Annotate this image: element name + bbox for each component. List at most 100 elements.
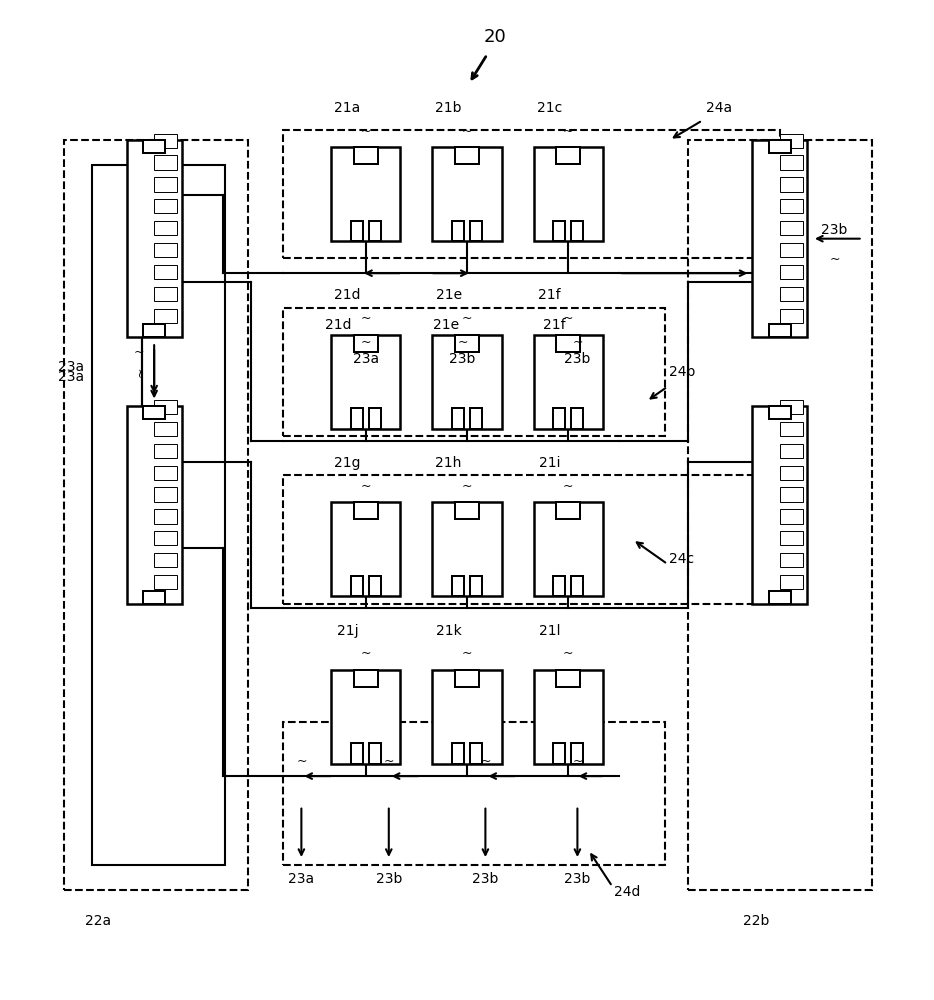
Text: ~: ~ [461, 647, 473, 660]
Bar [154, 309, 177, 323]
Text: 21f: 21f [539, 288, 561, 302]
Bar [332, 147, 401, 241]
Text: 21f: 21f [543, 318, 566, 332]
Bar [154, 487, 177, 502]
Bar [154, 243, 177, 257]
Text: ~: ~ [573, 336, 583, 349]
Text: 24b: 24b [670, 365, 696, 379]
Text: ~: ~ [563, 312, 573, 325]
Bar [432, 335, 502, 429]
Bar [154, 509, 177, 524]
Bar [556, 335, 580, 352]
Bar [354, 670, 378, 687]
Text: 21k: 21k [436, 624, 461, 638]
Bar [143, 140, 165, 153]
Text: 24c: 24c [670, 552, 695, 566]
Bar [752, 406, 807, 604]
Bar [780, 531, 803, 545]
Bar [553, 408, 565, 429]
Bar [350, 743, 363, 764]
Bar [533, 335, 602, 429]
Bar [154, 221, 177, 235]
Bar [780, 155, 803, 170]
Text: 21d: 21d [325, 318, 351, 332]
Text: 23b: 23b [564, 352, 590, 366]
Bar [470, 576, 482, 596]
Bar [780, 400, 803, 414]
Text: ~: ~ [361, 336, 371, 349]
Text: 23b: 23b [449, 352, 475, 366]
Bar [154, 466, 177, 480]
Bar [780, 509, 803, 524]
Bar [571, 576, 584, 596]
Bar [769, 140, 791, 153]
Text: ~: ~ [461, 480, 473, 493]
Bar [780, 134, 803, 148]
Bar [556, 502, 580, 519]
Bar [64, 140, 248, 890]
Bar [283, 722, 665, 865]
Bar [780, 575, 803, 589]
Text: ~: ~ [361, 647, 371, 660]
Bar [154, 553, 177, 567]
Bar [92, 165, 225, 865]
Bar [143, 324, 165, 337]
Bar [143, 406, 165, 419]
Bar [154, 422, 177, 436]
Bar [154, 155, 177, 170]
Bar [780, 221, 803, 235]
Bar [332, 670, 401, 764]
Text: 21h: 21h [435, 456, 461, 470]
Bar [780, 487, 803, 502]
Text: ~: ~ [480, 755, 490, 768]
Bar [556, 670, 580, 687]
Bar [143, 591, 165, 604]
Bar [369, 743, 381, 764]
Bar [154, 400, 177, 414]
Text: ~: ~ [457, 336, 468, 349]
Bar [769, 406, 791, 419]
Bar [283, 308, 665, 436]
Text: 23a: 23a [353, 352, 379, 366]
Text: 23a: 23a [58, 360, 84, 374]
Bar [127, 406, 182, 604]
Text: ~: ~ [563, 647, 573, 660]
Bar [553, 221, 565, 241]
Bar [455, 147, 479, 164]
Bar [154, 177, 177, 192]
Bar [780, 199, 803, 213]
Text: ~: ~ [134, 367, 147, 377]
Bar [350, 408, 363, 429]
Text: 20: 20 [483, 28, 506, 46]
Bar [533, 147, 602, 241]
Text: 21d: 21d [334, 288, 361, 302]
Bar [332, 335, 401, 429]
Text: 21g: 21g [334, 456, 361, 470]
Bar [432, 502, 502, 596]
Bar [470, 408, 482, 429]
Text: ~: ~ [361, 125, 371, 138]
Bar [470, 221, 482, 241]
Bar [571, 221, 584, 241]
Text: 21b: 21b [435, 101, 461, 115]
Bar [350, 576, 363, 596]
Bar [780, 466, 803, 480]
Text: 21c: 21c [537, 101, 562, 115]
Text: 23b: 23b [473, 872, 499, 886]
Bar [571, 743, 584, 764]
Text: 23a: 23a [289, 872, 315, 886]
Bar [154, 134, 177, 148]
Bar [687, 140, 871, 890]
Bar [769, 591, 791, 604]
Bar [780, 177, 803, 192]
Bar [432, 670, 502, 764]
Text: ~: ~ [296, 755, 306, 768]
Bar [452, 408, 464, 429]
Text: ~: ~ [361, 480, 371, 493]
Bar [455, 670, 479, 687]
Bar [452, 576, 464, 596]
Bar [154, 575, 177, 589]
Bar [780, 553, 803, 567]
Bar [455, 502, 479, 519]
Bar [154, 531, 177, 545]
